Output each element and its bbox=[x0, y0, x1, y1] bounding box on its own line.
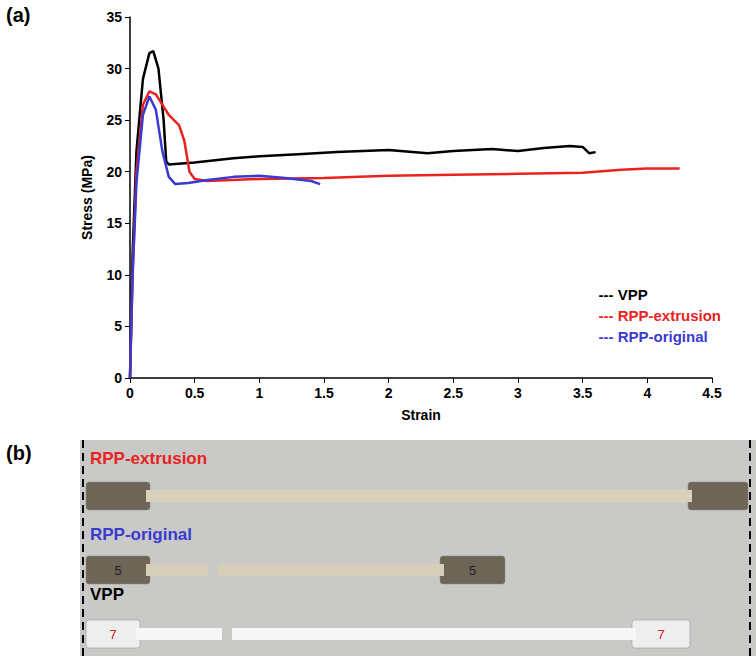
svg-text:10: 10 bbox=[106, 267, 122, 283]
svg-text:0.5: 0.5 bbox=[185, 385, 205, 401]
svg-text:7: 7 bbox=[657, 627, 664, 642]
svg-text:RPP-extrusion: RPP-extrusion bbox=[90, 449, 207, 468]
svg-text:5: 5 bbox=[114, 563, 121, 578]
svg-text:1.5: 1.5 bbox=[314, 385, 334, 401]
svg-text:--- RPP-original: --- RPP-original bbox=[598, 328, 707, 345]
svg-text:(b): (b) bbox=[6, 442, 32, 464]
svg-text:Stress (MPa): Stress (MPa) bbox=[79, 155, 95, 240]
svg-text:2.5: 2.5 bbox=[444, 385, 464, 401]
svg-text:0: 0 bbox=[114, 370, 122, 386]
svg-text:3.5: 3.5 bbox=[573, 385, 593, 401]
svg-text:7: 7 bbox=[109, 627, 116, 642]
svg-text:20: 20 bbox=[106, 164, 122, 180]
svg-text:3: 3 bbox=[514, 385, 522, 401]
svg-text:4: 4 bbox=[643, 385, 651, 401]
svg-text:30: 30 bbox=[106, 61, 122, 77]
svg-text:5: 5 bbox=[114, 318, 122, 334]
svg-text:RPP-original: RPP-original bbox=[90, 525, 192, 544]
svg-text:--- RPP-extrusion: --- RPP-extrusion bbox=[598, 307, 721, 324]
svg-text:25: 25 bbox=[106, 112, 122, 128]
svg-text:5: 5 bbox=[469, 563, 476, 578]
svg-text:--- VPP: --- VPP bbox=[598, 286, 647, 303]
svg-text:35: 35 bbox=[106, 9, 122, 25]
svg-text:4.5: 4.5 bbox=[702, 385, 722, 401]
svg-text:VPP: VPP bbox=[90, 585, 124, 604]
svg-text:Strain: Strain bbox=[401, 407, 441, 423]
svg-text:15: 15 bbox=[106, 215, 122, 231]
html-text:(a): (a) bbox=[6, 4, 31, 26]
svg-text:2: 2 bbox=[385, 385, 393, 401]
svg-text:1: 1 bbox=[255, 385, 263, 401]
svg-text:0: 0 bbox=[126, 385, 134, 401]
